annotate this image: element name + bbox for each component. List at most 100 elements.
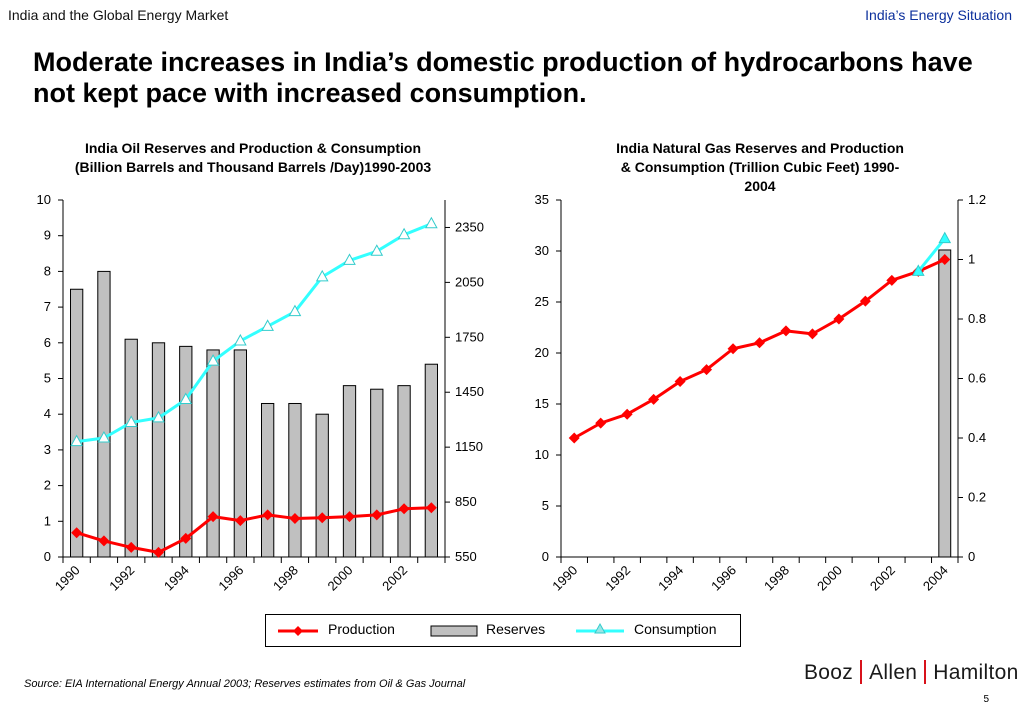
legend-consumption-marker (594, 622, 606, 634)
oil-production-marker (207, 511, 219, 523)
logo-divider-2 (924, 660, 927, 684)
oil-production-marker (180, 532, 192, 544)
logo-word-1: Booz (804, 661, 854, 684)
gas-x-tick-label: 1996 (708, 563, 739, 594)
gas-right-tick-label: 0.8 (968, 311, 986, 326)
oil-production-marker (316, 512, 328, 524)
gas-left-tick-label: 0 (542, 549, 549, 564)
legend-consumption-label: Consumption (634, 621, 717, 637)
oil-right-tick-label: 1750 (455, 329, 484, 344)
gas-production-marker (595, 417, 607, 429)
gas-right-tick-label: 0 (968, 549, 975, 564)
gas-x-tick-label: 1990 (549, 563, 580, 594)
source-note: Source: EIA International Energy Annual … (24, 678, 466, 690)
oil-right-tick-label: 2350 (455, 219, 484, 234)
gas-left-tick-label: 5 (542, 498, 549, 513)
legend-production-marker (293, 626, 303, 636)
oil-left-tick-label: 6 (44, 335, 51, 350)
oil-production-marker (398, 503, 410, 515)
oil-consumption-marker (343, 253, 356, 265)
gas-x-tick-label: 1994 (655, 563, 686, 594)
gas-right-tick-label: 0.6 (968, 371, 986, 386)
legend-reserves-swatch (430, 625, 478, 637)
gas-production-marker (648, 393, 660, 405)
oil-production-marker (71, 527, 83, 539)
oil-left-tick-label: 2 (44, 478, 51, 493)
oil-consumption-marker (97, 430, 111, 443)
gas-production-marker (859, 295, 871, 307)
oil-left-tick-label: 1 (44, 513, 51, 528)
gas-production-marker (754, 337, 765, 349)
gas-production-marker (886, 274, 898, 286)
oil-consumption-marker (179, 392, 193, 405)
oil-consumption-marker (288, 304, 302, 317)
oil-consumption-marker (397, 227, 411, 240)
gas-consumption-line (917, 237, 946, 273)
gas-x-tick-label: 2002 (867, 563, 898, 594)
gas-production-marker (727, 343, 739, 355)
oil-production-marker (153, 546, 164, 558)
gas-x-tick-label: 2000 (814, 563, 845, 594)
oil-reserves-bar (206, 349, 220, 558)
oil-production-marker (371, 509, 383, 521)
gas-chart-title: India Natural Gas Reserves and Productio… (616, 140, 904, 194)
header-chapter-title: India’s Energy Situation (865, 7, 1012, 23)
gas-production-marker (621, 408, 633, 420)
gas-production-marker (939, 254, 951, 265)
oil-consumption-marker (315, 269, 329, 282)
oil-left-tick-label: 5 (44, 371, 51, 386)
legend-reserves-label: Reserves (486, 621, 546, 637)
gas-right-tick-label: 1.2 (968, 192, 986, 207)
oil-reserves-bar (70, 288, 84, 558)
oil-consumption-marker (206, 354, 220, 366)
booz-allen-hamilton-logo: Booz Allen Hamilton (804, 660, 1019, 685)
oil-left-tick-label: 0 (44, 549, 51, 564)
gas-x-tick-label: 1998 (761, 563, 792, 594)
oil-consumption-marker (70, 434, 83, 447)
gas-production-line (573, 258, 946, 440)
oil-consumption-marker (152, 410, 165, 423)
oil-right-tick-label: 850 (455, 494, 477, 509)
gas-right-tick-label: 0.4 (968, 430, 986, 445)
gas-right-tick-label: 1 (968, 252, 975, 267)
logo-divider-1 (860, 660, 863, 684)
oil-left-tick-label: 7 (44, 299, 51, 314)
oil-reserves-bar (233, 349, 247, 558)
gas-production-marker (674, 375, 686, 387)
gas-left-tick-label: 10 (535, 447, 549, 462)
gas-left-tick-label: 20 (535, 345, 549, 360)
oil-production-marker (289, 512, 301, 524)
oil-reserves-bar (397, 385, 411, 558)
oil-right-tick-label: 550 (455, 549, 477, 564)
gas-reserves-bar (938, 249, 952, 558)
logo-word-3: Hamilton (933, 661, 1019, 684)
gas-production-marker (806, 328, 818, 340)
slide-title: Moderate increases in India’s domestic p… (33, 47, 973, 108)
oil-reserves-bar (315, 413, 329, 558)
oil-left-tick-label: 9 (44, 228, 51, 243)
oil-production-marker (125, 541, 137, 553)
oil-consumption-marker (124, 415, 138, 427)
oil-left-tick-label: 3 (44, 442, 51, 457)
oil-left-tick-label: 10 (37, 192, 51, 207)
gas-left-tick-label: 15 (535, 396, 549, 411)
gas-consumption-marker (911, 264, 925, 276)
oil-left-tick-label: 4 (44, 406, 51, 421)
legend-production-label: Production (328, 621, 395, 637)
oil-production-marker (425, 502, 437, 514)
gas-x-tick-label: 1992 (602, 563, 633, 594)
oil-reserves-bar (124, 338, 138, 558)
oil-consumption-marker (370, 244, 384, 256)
oil-consumption-marker (234, 333, 247, 346)
oil-production-marker (262, 509, 274, 521)
oil-right-tick-label: 1450 (455, 384, 484, 399)
oil-consumption-marker (261, 319, 274, 331)
gas-left-tick-label: 25 (535, 294, 549, 309)
oil-production-marker (98, 535, 110, 547)
oil-right-tick-label: 2050 (455, 274, 484, 289)
oil-consumption-marker (425, 216, 438, 229)
oil-left-tick-label: 8 (44, 263, 51, 278)
oil-reserves-bar (97, 270, 111, 558)
